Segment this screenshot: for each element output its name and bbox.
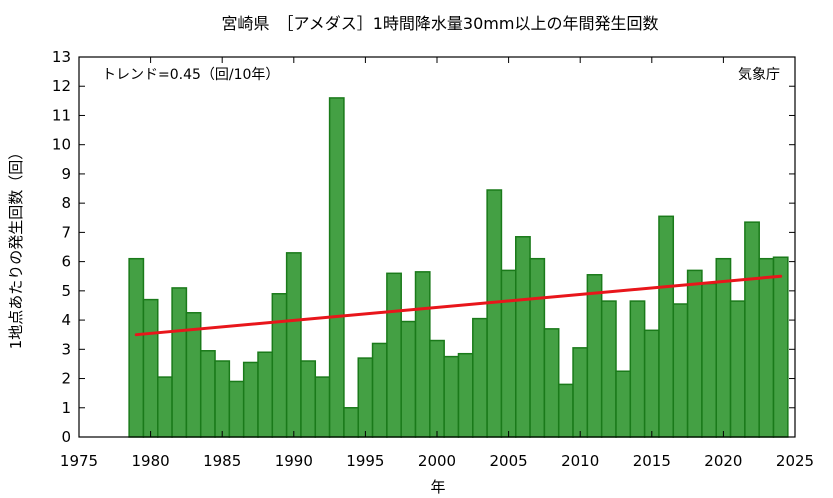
y-tick-label: 0 [61,428,71,446]
bar-2022 [744,221,760,438]
bar-1998 [400,320,417,438]
x-tick-label: 2020 [704,452,742,470]
bar-2018 [686,269,703,438]
y-tick-label: 6 [61,253,71,271]
bar-1990 [285,252,302,438]
x-tick-label: 2000 [418,452,456,470]
y-tick-label: 4 [61,311,71,329]
bar-1995 [357,357,374,438]
x-tick-label: 2025 [776,452,814,470]
bar-1982 [171,287,188,438]
bar-2023 [758,257,775,438]
bar-2015 [643,329,660,438]
bar-2001 [443,355,460,438]
bar-2010 [572,347,589,438]
bar-2020 [715,257,732,438]
bar-2002 [457,352,474,438]
bar-2011 [586,274,603,438]
bar-2021 [729,300,746,438]
x-axis-title: 年 [430,478,445,496]
x-tick-label: 2010 [561,452,599,470]
bar-2019 [701,282,717,438]
x-tick-label: 2005 [490,452,528,470]
bar-1997 [386,272,402,438]
bar-1994 [343,407,359,438]
x-tick-label: 2015 [633,452,671,470]
bar-1985 [214,360,231,438]
x-axis: 1975 1980 1985 1990 1995 2000 2005 2010 2015 2020… [60,57,814,470]
bars [128,97,789,438]
bar-1989 [271,293,288,438]
bar-2007 [529,257,546,438]
bar-2017 [672,303,689,438]
y-tick-label: 13 [52,48,71,66]
bar-2006 [515,236,531,438]
bar-1979 [128,257,145,438]
bar-2000 [429,339,445,438]
trend-label: トレンド=0.45（回/10年） [102,67,279,83]
y-tick-label: 9 [61,165,71,183]
x-tick-label: 1980 [132,452,170,470]
y-axis-title: 1地点あたりの発生回数（回） [7,145,25,350]
y-tick-label: 2 [61,370,71,388]
y-tick-label: 12 [52,77,71,95]
x-tick-label: 1975 [60,452,98,470]
y-tick-label: 7 [61,223,71,241]
bar-1981 [157,376,173,438]
x-tick-label: 1990 [275,452,313,470]
bar-2008 [543,328,560,438]
y-tick-label: 5 [61,282,71,300]
bar-1992 [314,376,331,438]
bar-1984 [199,350,216,438]
bar-1988 [257,351,274,438]
bar-2016 [658,215,675,438]
y-tick-label: 1 [61,399,71,417]
bar-1987 [242,361,259,438]
bar-2013 [615,370,632,438]
bar-1980 [142,298,159,438]
chart-title: 宮崎県 ［アメダス］1時間降水量30mm以上の年間発生回数 [222,14,659,33]
y-tick-label: 3 [61,340,71,358]
bar-2005 [500,269,517,438]
y-tick-label: 10 [52,136,71,154]
x-tick-label: 1985 [203,452,241,470]
bar-2012 [600,300,617,438]
bar-2024 [772,256,789,438]
bar-1996 [371,342,388,438]
trend-layer [134,274,783,337]
bar-1993 [328,97,345,438]
bar-1991 [300,360,317,438]
y-tick-label: 8 [61,194,71,212]
x-tick-label: 1995 [346,452,384,470]
bar-2004 [486,189,503,438]
bar-2014 [629,300,646,438]
bar-2009 [557,383,574,438]
y-tick-label: 11 [52,106,71,124]
source-label: 気象庁 [738,67,780,83]
trend-line [134,274,783,337]
bar-2003 [472,317,488,438]
bar-1999 [414,271,431,438]
bar-1986 [228,380,245,438]
